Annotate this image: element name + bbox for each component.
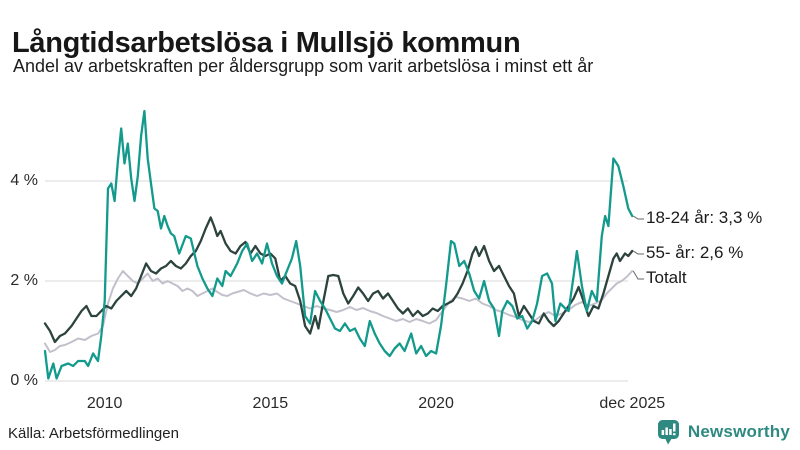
series-end-label-55-r: 55- år: 2,6 % bbox=[646, 243, 744, 262]
series-end-label-totalt: Totalt bbox=[646, 268, 687, 287]
series-line-totalt bbox=[44, 270, 634, 353]
y-axis-tick-4: 4 % bbox=[10, 172, 38, 189]
series-line-18-24-r bbox=[43, 109, 634, 380]
label-connector bbox=[632, 270, 644, 280]
brand-name: Newsworthy bbox=[687, 422, 790, 441]
label-connector bbox=[632, 250, 644, 255]
source-caption: Källa: Arbetsförmedlingen bbox=[8, 425, 179, 442]
series-end-label-18-24-r: 18-24 år: 3,3 % bbox=[646, 208, 763, 227]
y-axis-tick-0: 0 % bbox=[10, 372, 38, 389]
x-axis-tick-dec-2025: dec 2025 bbox=[599, 395, 666, 412]
line-chart-svg bbox=[43, 109, 644, 382]
newsworthy-logo: Newsworthy bbox=[657, 419, 790, 445]
x-axis-tick-2020: 2020 bbox=[418, 395, 454, 412]
line-chart-area: 18-24 år: 3,3 % 55- år: 2,6 % Totalt 0 % 2 %… bbox=[0, 95, 800, 425]
page-title: Långtidsarbetslösa i Mullsjö kommun bbox=[12, 27, 521, 60]
label-connector bbox=[632, 215, 644, 220]
newsworthy-speech-bubble-bar-chart-icon bbox=[657, 420, 679, 445]
x-axis-tick-2015: 2015 bbox=[252, 395, 289, 412]
page-subtitle: Andel av arbetskraften per åldersgrupp s… bbox=[13, 56, 594, 76]
series-line-55-r bbox=[43, 216, 634, 344]
x-axis-tick-2010: 2010 bbox=[86, 395, 123, 412]
y-axis-tick-2: 2 % bbox=[10, 272, 38, 289]
